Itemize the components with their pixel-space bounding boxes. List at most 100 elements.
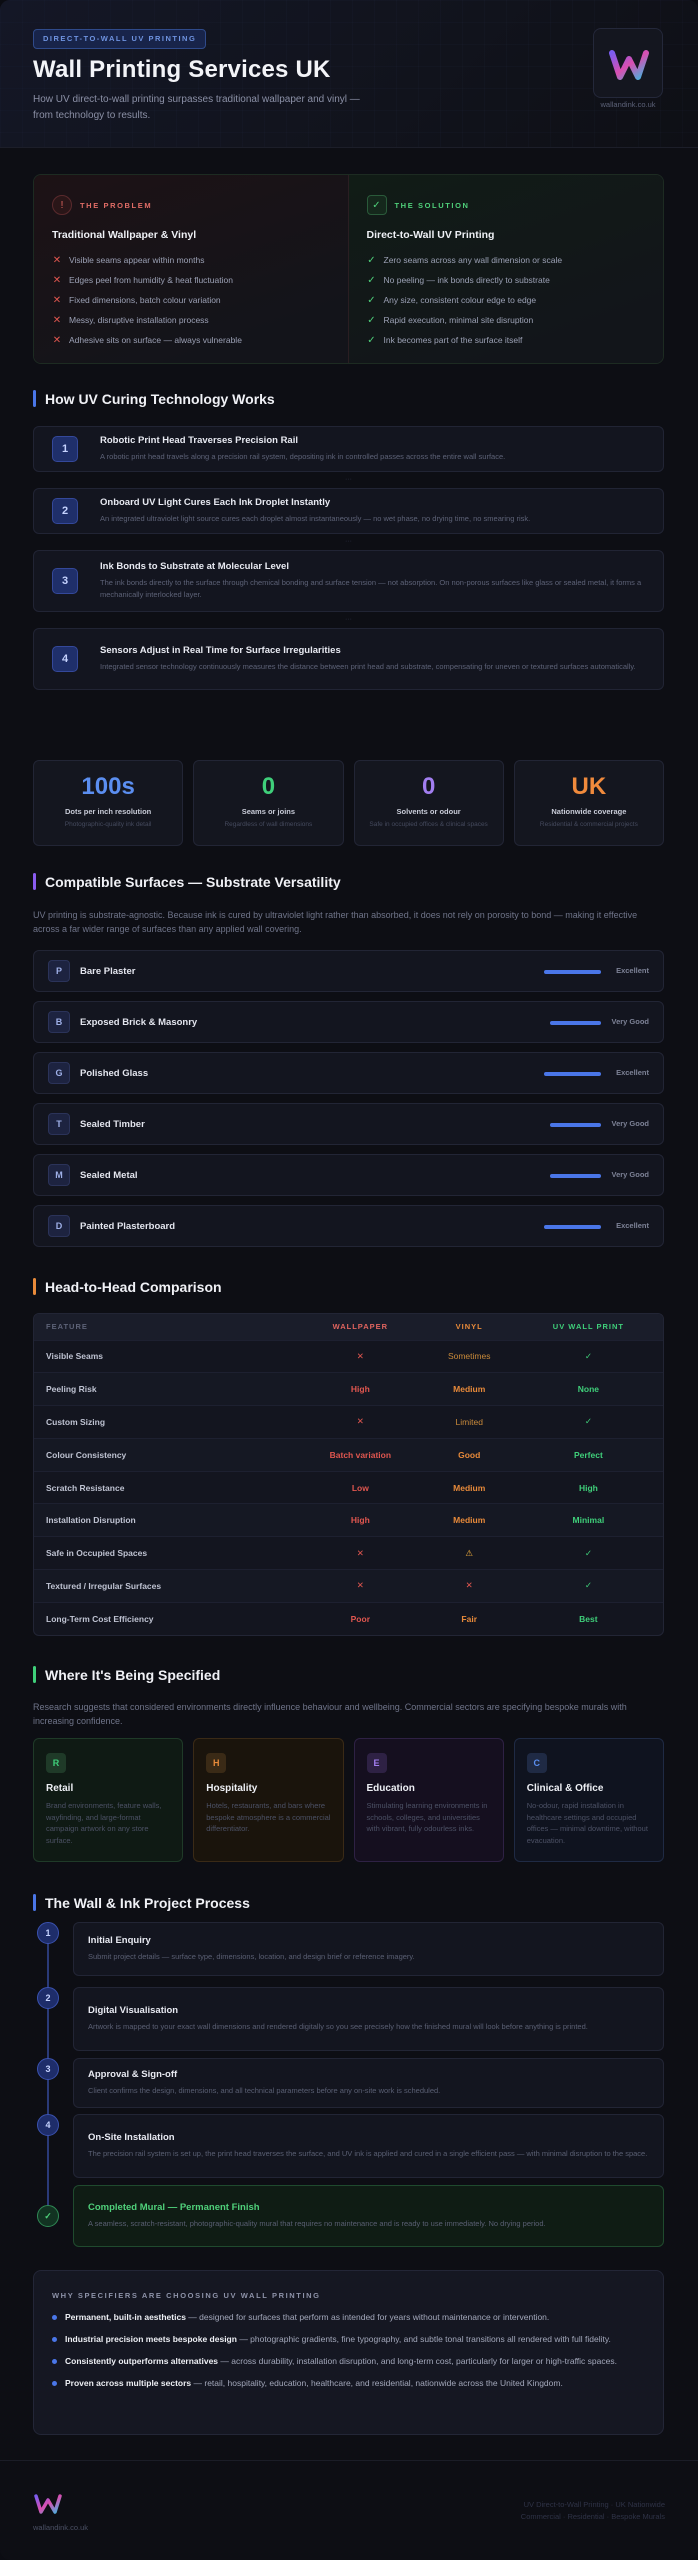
- rating-bar-fill: [550, 1123, 601, 1127]
- value-cell: Best: [513, 1601, 663, 1636]
- rating-bar: [541, 970, 601, 974]
- value-cell: Poor: [296, 1601, 425, 1636]
- solution-column: ✓ THE SOLUTION Direct-to-Wall UV Printin…: [348, 175, 663, 363]
- rating-bar: [541, 1123, 601, 1127]
- sector-title: Education: [366, 1783, 415, 1794]
- sector-description: No-odour, rapid installation in healthca…: [526, 1801, 648, 1845]
- rating-bar-fill: [544, 1225, 601, 1229]
- hero-grid-pattern: [0, 0, 698, 147]
- footer: wallandink.co.uk UV Direct-to-Wall Print…: [0, 2460, 698, 2560]
- value-cell: Medium: [424, 1372, 514, 1406]
- logo-url: wallandink.co.uk: [600, 100, 656, 109]
- section-title: How UV Curing Technology Works: [45, 390, 275, 407]
- sector-title: Hospitality: [206, 1783, 258, 1794]
- value-cell: ✓: [513, 1339, 663, 1373]
- warning-circle-icon: !: [52, 195, 72, 215]
- sector-description: Hotels, restaurants, and bars where besp…: [206, 1801, 331, 1833]
- stat-card: 100s Dots per inch resolution Photographic…: [33, 760, 184, 846]
- section-heading-specified: Where It's Being Specified: [33, 1666, 220, 1683]
- surface-letter-icon: T: [48, 1113, 70, 1135]
- sector-cards: R Retail Brand environments, feature walls…: [33, 1738, 664, 1862]
- footer-logo-icon[interactable]: [33, 2491, 63, 2522]
- value-cell: High: [296, 1372, 425, 1406]
- section-accent-bar: [33, 873, 36, 890]
- problem-solution-panel: ! THE PROBLEM Traditional Wallpaper & Vi…: [33, 174, 664, 364]
- feature-cell: Installation Disruption: [34, 1503, 296, 1537]
- solution-item: ✓ Any size, consistent colour edge to edg…: [367, 290, 646, 310]
- table-row: Long-Term Cost Efficiency Poor Fair Best: [34, 1601, 663, 1636]
- check-icon: ✓: [367, 294, 376, 306]
- footer-tagline-line-1: UV Direct-to-Wall Printing · UK Nationwi…: [523, 2500, 665, 2509]
- surface-letter-icon: M: [48, 1164, 70, 1186]
- feature-cell: Colour Consistency: [34, 1437, 296, 1472]
- surface-name: Polished Glass: [80, 1067, 149, 1079]
- sector-card: C Clinical & Office No-odour, rapid instal…: [513, 1738, 664, 1862]
- check-square-icon: ✓: [366, 195, 387, 215]
- footer-url[interactable]: wallandink.co.uk: [33, 2523, 89, 2532]
- section-accent-bar: [33, 1894, 36, 1911]
- process-step-description: A seamless, scratch-resistant, photograp…: [88, 2219, 546, 2228]
- hero-header: DIRECT-TO-WALL UV PRINTING Wall Printing…: [0, 0, 698, 148]
- step-number: 4: [52, 646, 78, 672]
- problem-item-text: Edges peel from humidity & heat fluctuat…: [69, 275, 233, 285]
- surface-letter-icon: P: [48, 960, 70, 982]
- why-item-text: — designed for surfaces that perform as …: [185, 2312, 550, 2322]
- value-cell: Good: [424, 1437, 514, 1472]
- problem-item: ✕ Adhesive sits on surface — always vulne…: [52, 330, 330, 350]
- step-description: An integrated ultraviolet light source c…: [100, 514, 531, 523]
- table-row: Colour Consistency Batch variation Good Per…: [34, 1437, 663, 1472]
- rating-bar: [541, 1174, 601, 1178]
- section-accent-bar: [33, 1666, 36, 1683]
- tech-step: 3 Ink Bonds to Substrate at Molecular Lev…: [33, 550, 664, 612]
- surface-row: P Bare Plaster Excellent: [33, 950, 664, 992]
- check-icon: ✓: [367, 254, 376, 266]
- surface-rating: Very Good: [611, 1170, 649, 1179]
- cross-icon: ✕: [52, 334, 62, 346]
- why-specifiers-box: WHY SPECIFIERS ARE CHOOSING UV WALL PRIN…: [33, 2270, 664, 2435]
- comparison-table: FEATURE WALLPAPER VINYL UV WALL PRINT Visib…: [33, 1313, 664, 1637]
- why-item: Proven across multiple sectors — retail,…: [52, 2377, 645, 2390]
- page-title: Wall Printing Services UK: [33, 56, 331, 83]
- rating-bar-fill: [550, 1021, 601, 1025]
- problem-item-text: Messy, disruptive installation process: [69, 315, 209, 325]
- value-cell: ✕: [296, 1569, 425, 1603]
- problem-item-text: Adhesive sits on surface — always vulner…: [69, 335, 242, 345]
- sector-title: Retail: [46, 1783, 74, 1794]
- table-row: Custom Sizing ✕ Limited ✓: [34, 1405, 663, 1439]
- stat-label: Solvents or odour: [396, 807, 461, 816]
- surface-rating: Excellent: [616, 1221, 649, 1230]
- column-header: UV WALL PRINT: [513, 1314, 663, 1340]
- sector-description: Stimulating learning environments in sch…: [366, 1801, 488, 1833]
- value-cell: High: [296, 1503, 425, 1537]
- cross-icon: ✕: [52, 294, 62, 306]
- rating-bar-fill: [544, 1072, 601, 1076]
- feature-cell: Scratch Resistance: [34, 1470, 296, 1504]
- section-title: Compatible Surfaces — Substrate Versatil…: [45, 873, 341, 890]
- section-title: The Wall & Ink Project Process: [45, 1894, 250, 1911]
- section-title: Where It's Being Specified: [45, 1666, 221, 1683]
- section-heading-how: How UV Curing Technology Works: [33, 390, 275, 407]
- surface-letter-icon: G: [48, 1062, 70, 1084]
- why-item: Permanent, built-in aesthetics — designe…: [52, 2311, 645, 2324]
- step-title: Robotic Print Head Traverses Precision R…: [100, 435, 298, 446]
- step-connector: ···: [345, 538, 352, 545]
- step-number: 3: [52, 568, 78, 594]
- process-step-title: Digital Visualisation: [88, 2005, 179, 2016]
- value-cell: High: [513, 1470, 663, 1504]
- why-item-bold: Proven across multiple sectors: [65, 2378, 192, 2388]
- wallandink-logo-icon[interactable]: [593, 28, 663, 98]
- table-row: Scratch Resistance Low Medium High: [34, 1470, 663, 1504]
- process-step-card: Digital Visualisation Artwork is mapped t…: [73, 1987, 664, 2051]
- check-icon: ✓: [367, 274, 376, 286]
- stat-label: Nationwide coverage: [551, 807, 627, 816]
- process-step-number: 1: [37, 1922, 59, 1944]
- step-title: Sensors Adjust in Real Time for Surface …: [100, 645, 341, 656]
- section-title: Head-to-Head Comparison: [45, 1278, 222, 1295]
- value-cell: Sometimes: [424, 1339, 514, 1373]
- stat-card: UK Nationwide coverage Residential & comme…: [513, 760, 664, 846]
- problem-item: ✕ Messy, disruptive installation process: [52, 310, 330, 330]
- step-title: Ink Bonds to Substrate at Molecular Leve…: [100, 561, 289, 572]
- why-item: Industrial precision meets bespoke desig…: [52, 2333, 645, 2346]
- bullet-icon: [52, 2381, 57, 2386]
